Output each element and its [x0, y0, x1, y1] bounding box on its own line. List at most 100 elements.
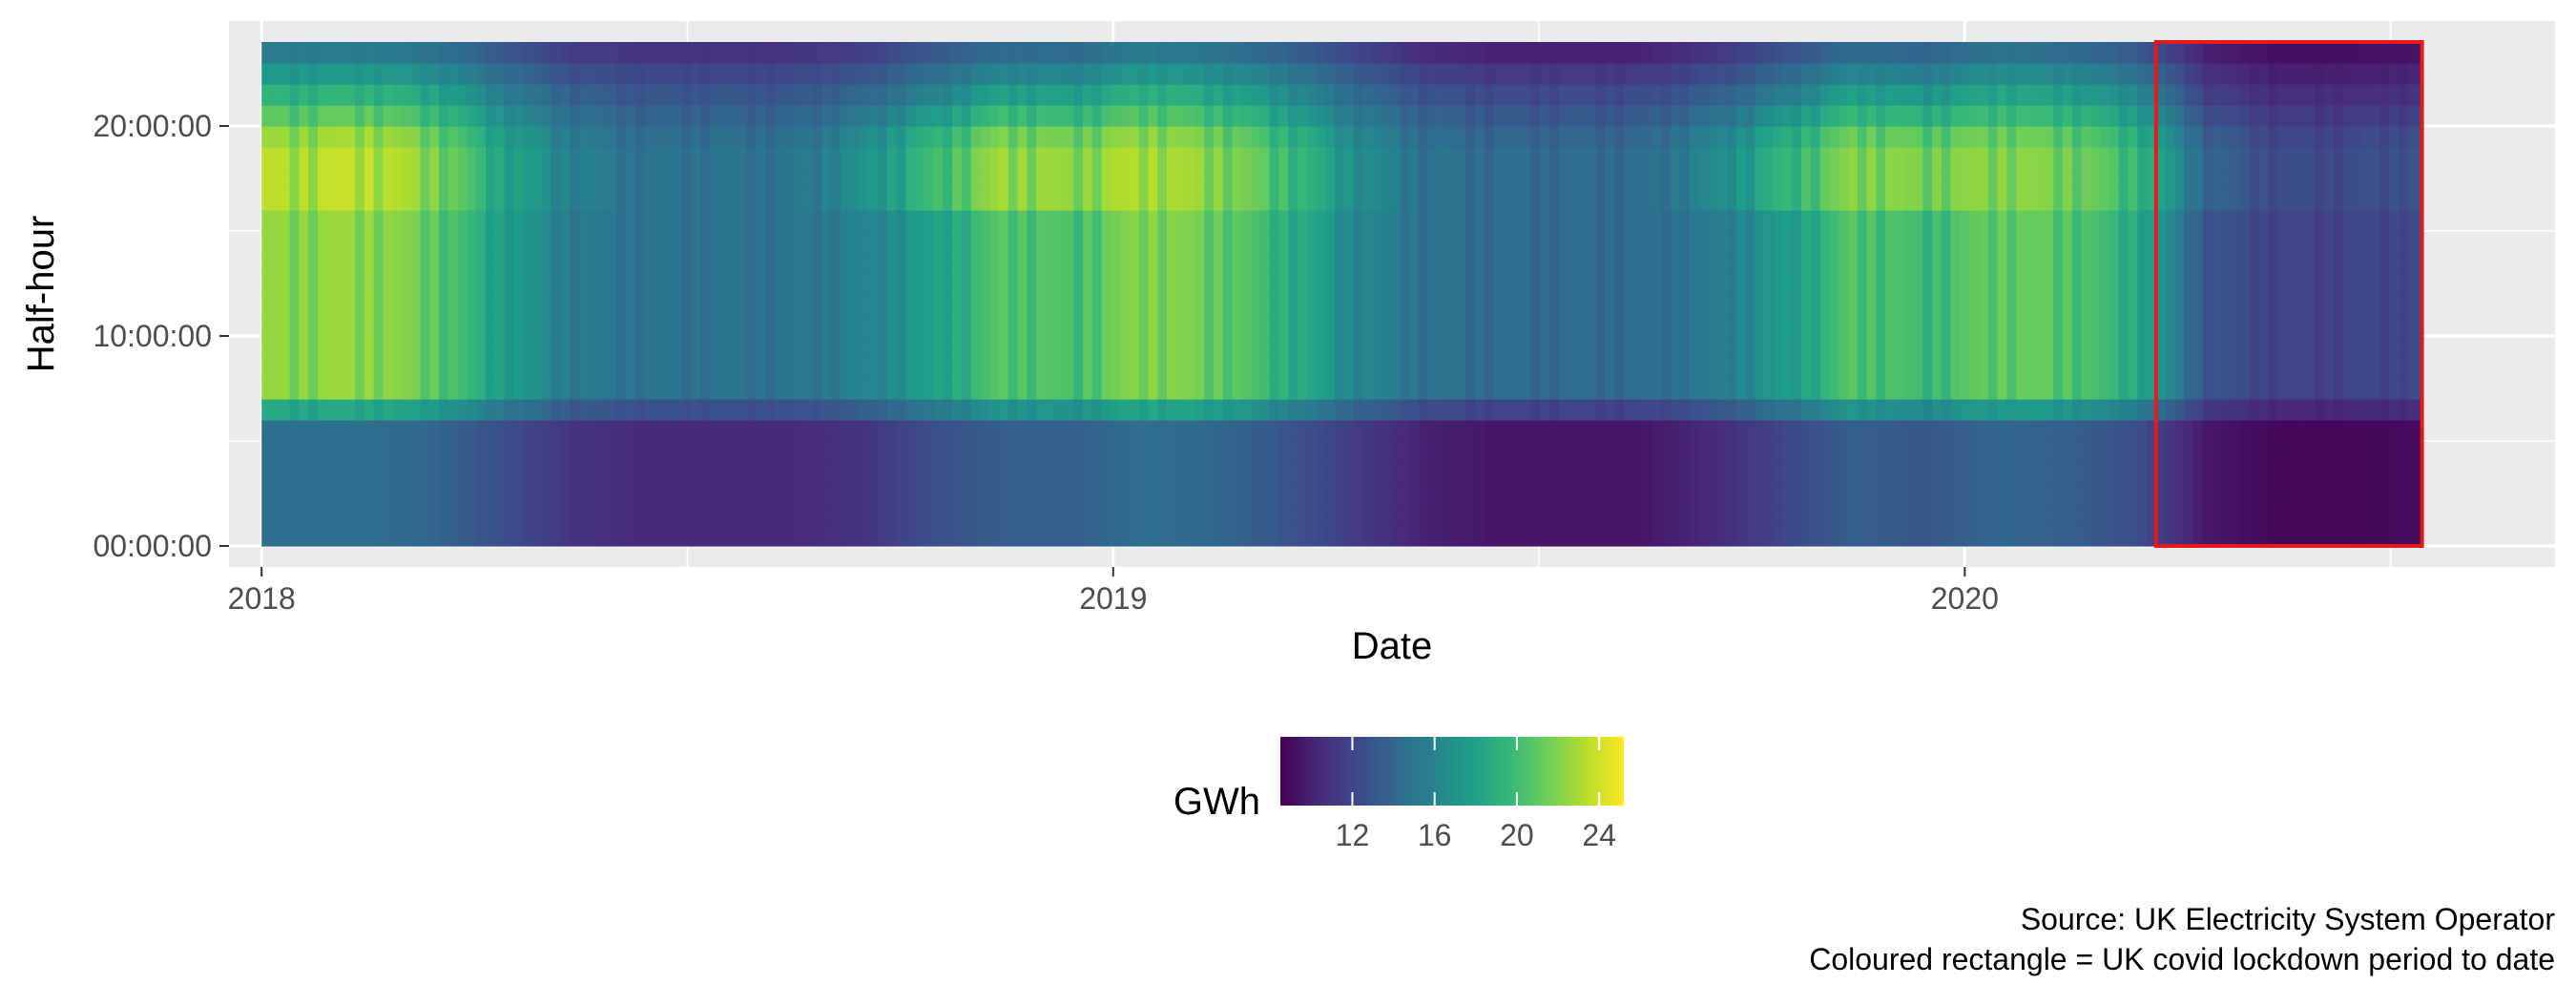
heatmap-cell — [336, 357, 345, 379]
heatmap-cell — [1446, 126, 1456, 148]
heatmap-cell — [1895, 210, 1904, 232]
heatmap-cell — [261, 399, 271, 421]
heatmap-cell — [1951, 42, 1961, 64]
heatmap-cell — [1186, 525, 1195, 547]
heatmap-cell — [980, 336, 989, 358]
heatmap-cell — [989, 399, 999, 421]
heatmap-cell — [1904, 42, 1914, 64]
heatmap-cell — [700, 462, 710, 484]
heatmap-cell — [663, 273, 673, 295]
heatmap-cell — [2063, 483, 2072, 505]
heatmap-cell — [1540, 273, 1549, 295]
heatmap-cell — [1540, 483, 1549, 505]
heatmap-cell — [1690, 105, 1699, 127]
heatmap-cell — [2109, 210, 2119, 232]
heatmap-cell — [1493, 42, 1503, 64]
heatmap-cell — [402, 189, 411, 211]
heatmap-cell — [1064, 378, 1073, 400]
heatmap-cell — [551, 420, 560, 442]
heatmap-cell — [560, 210, 570, 232]
heatmap-cell — [887, 441, 897, 463]
heatmap-cell — [757, 504, 766, 526]
heatmap-cell — [943, 378, 952, 400]
heatmap-cell — [513, 462, 523, 484]
heatmap-cell — [495, 84, 505, 106]
heatmap-cell — [2053, 315, 2063, 337]
heatmap-cell — [1661, 126, 1671, 148]
heatmap-cell — [1027, 147, 1036, 169]
heatmap-cell — [1615, 63, 1625, 85]
heatmap-cell — [2016, 504, 2025, 526]
heatmap-cell — [1969, 63, 1979, 85]
heatmap-cell — [1307, 399, 1317, 421]
heatmap-cell — [1671, 441, 1680, 463]
heatmap-cell — [1531, 126, 1541, 148]
heatmap-cell — [2035, 252, 2045, 274]
heatmap-cell — [1690, 462, 1699, 484]
heatmap-cell — [887, 294, 897, 316]
heatmap-cell — [2082, 210, 2091, 232]
heatmap-cell — [280, 294, 290, 316]
heatmap-cell — [1036, 378, 1046, 400]
heatmap-cell — [1214, 126, 1223, 148]
heatmap-cell — [486, 462, 495, 484]
heatmap-cell — [634, 441, 644, 463]
heatmap-cell — [1867, 63, 1877, 85]
heatmap-cell — [1288, 294, 1298, 316]
heatmap-cell — [2044, 168, 2053, 190]
heatmap-cell — [1391, 504, 1401, 526]
heatmap-cell — [654, 42, 663, 64]
heatmap-cell — [1073, 42, 1083, 64]
heatmap-cell — [1195, 357, 1204, 379]
heatmap-cell — [448, 315, 458, 337]
heatmap-cell — [1241, 483, 1251, 505]
heatmap-cell — [429, 357, 439, 379]
heatmap-cell — [1335, 504, 1344, 526]
heatmap-cell — [737, 483, 747, 505]
heatmap-cell — [1764, 357, 1774, 379]
heatmap-cell — [1465, 399, 1475, 421]
heatmap-cell — [458, 147, 467, 169]
heatmap-cell — [1764, 420, 1774, 442]
heatmap-cell — [1270, 525, 1279, 547]
heatmap-cell — [1745, 168, 1755, 190]
heatmap-cell — [570, 231, 579, 253]
heatmap-cell — [2082, 252, 2091, 274]
heatmap-cell — [1409, 168, 1419, 190]
heatmap-cell — [1428, 504, 1438, 526]
heatmap-cell — [980, 315, 989, 337]
heatmap-cell — [1307, 336, 1317, 358]
heatmap-cell — [1186, 357, 1195, 379]
heatmap-cell — [673, 63, 682, 85]
heatmap-cell — [2174, 105, 2184, 127]
heatmap-cell — [1018, 105, 1028, 127]
heatmap-cell — [1839, 441, 1848, 463]
heatmap-cell — [1102, 105, 1111, 127]
heatmap-cell — [1512, 189, 1522, 211]
heatmap-cell — [1344, 315, 1354, 337]
heatmap-cell — [1764, 42, 1774, 64]
heatmap-cell — [2174, 399, 2184, 421]
heatmap-cell — [1774, 420, 1783, 442]
heatmap-cell — [1232, 126, 1241, 148]
heatmap-cell — [1914, 105, 1923, 127]
heatmap-cell — [1064, 147, 1073, 169]
heatmap-cell — [2193, 357, 2203, 379]
heatmap-cell — [1671, 231, 1680, 253]
heatmap-cell — [626, 357, 635, 379]
heatmap-cell — [757, 525, 766, 547]
heatmap-cell — [2109, 168, 2119, 190]
heatmap-cell — [896, 483, 905, 505]
heatmap-cell — [1960, 441, 1969, 463]
heatmap-cell — [1885, 84, 1895, 106]
heatmap-cell — [1335, 210, 1344, 232]
heatmap-cell — [1549, 462, 1559, 484]
heatmap-cell — [1317, 210, 1326, 232]
heatmap-cell — [1120, 483, 1130, 505]
heatmap-cell — [1214, 399, 1223, 421]
heatmap-cell — [1354, 441, 1363, 463]
heatmap-cell — [1540, 315, 1549, 337]
heatmap-cell — [1755, 420, 1764, 442]
heatmap-cell — [1288, 252, 1298, 274]
heatmap-cell — [1512, 252, 1522, 274]
